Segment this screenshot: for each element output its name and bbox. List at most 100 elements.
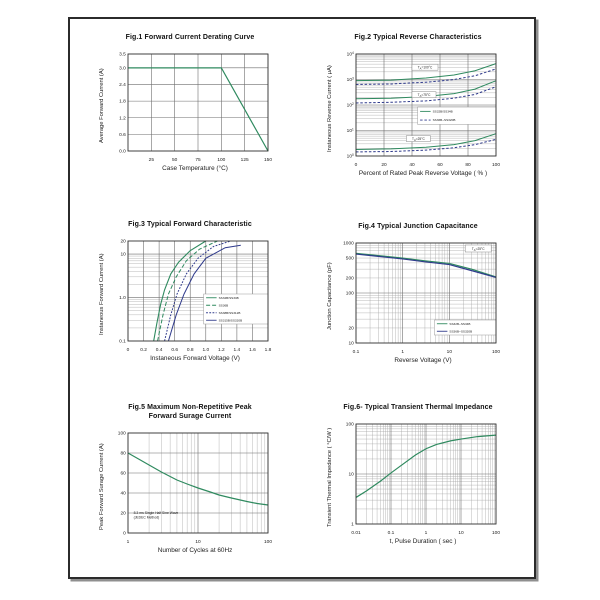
svg-text:0.01: 0.01 — [351, 530, 361, 536]
figure-1-forward-current-derating: Fig.1 Forward Current Derating Curve Ave… — [96, 34, 274, 172]
svg-text:100: 100 — [492, 349, 500, 355]
svg-text:3.0: 3.0 — [119, 65, 126, 71]
figure-3-plot: SS32B/SS34B SS36B SS38B/SS312B SS315B/SS320… — [119, 238, 272, 353]
svg-text:100: 100 — [347, 153, 354, 160]
svg-text:125: 125 — [241, 157, 249, 163]
svg-text:100: 100 — [492, 162, 500, 168]
figure-5-surge-current: Fig.5 Maximum Non-Repetitive Peak Forwar… — [96, 404, 274, 554]
svg-text:60: 60 — [437, 162, 443, 168]
figure-3-title: Fig.3 Typical Forward Characteristic — [128, 221, 252, 228]
svg-text:1: 1 — [351, 521, 354, 527]
svg-text:0.1: 0.1 — [353, 349, 360, 355]
svg-text:1.2: 1.2 — [218, 347, 225, 353]
figure-6-x-axis-label: t, Pulse Duration ( sec ) — [389, 537, 457, 545]
svg-text:100: 100 — [217, 157, 225, 163]
figure-3-x-axis-label: Instaneous Forward Voltage (V) — [150, 354, 240, 362]
svg-text:0.1: 0.1 — [119, 338, 126, 344]
figure-1-plot: 25 50 75 100 125 150 0.0 0.6 1.2 1.8 2.4 3.0 3.5 — [119, 51, 272, 163]
figure-1-x-axis-label: Case Temperature (°C) — [162, 164, 228, 172]
svg-text:SS32B/SS34B: SS32B/SS34B — [433, 109, 453, 113]
figure-2-plot: TA=100°C TA=75°C TA=25°C SS32B/SS34B SS36B~S… — [347, 51, 501, 168]
svg-text:1: 1 — [401, 349, 404, 355]
figure-2-reverse-characteristics: Fig.2 Typical Reverse Characteristics In… — [324, 34, 502, 177]
svg-text:1: 1 — [127, 538, 130, 544]
figure-6-thermal-impedance: Fig.6- Typical Transient Thermal Impedan… — [324, 404, 502, 545]
svg-text:0.6: 0.6 — [171, 347, 178, 353]
svg-text:0: 0 — [355, 162, 358, 168]
svg-text:20: 20 — [120, 510, 126, 516]
svg-text:0.8: 0.8 — [187, 347, 194, 353]
svg-text:60: 60 — [120, 470, 126, 476]
svg-text:1.0: 1.0 — [202, 347, 209, 353]
svg-text:SS315B/SS320B: SS315B/SS320B — [219, 318, 243, 322]
svg-text:SS32B/SS34B: SS32B/SS34B — [219, 296, 239, 300]
figure-2-y-axis-label: Instaneous Reverse Current ( μA) — [327, 64, 333, 152]
figure-5-plot: 8.3 ms Single Half Sine Wave(JEDEC Metho… — [118, 430, 273, 544]
svg-text:103: 103 — [347, 76, 354, 83]
svg-text:100: 100 — [118, 430, 126, 436]
svg-text:75: 75 — [195, 157, 201, 163]
svg-text:1.6: 1.6 — [249, 347, 256, 353]
svg-text:SS36B: SS36B — [219, 303, 229, 307]
svg-text:TA=25°C: TA=25°C — [472, 247, 485, 252]
figure-4-junction-capacitance: Fig.4 Typical Junction Capacitance Junct… — [324, 223, 502, 364]
figure-3-forward-characteristic: Fig.3 Typical Forward Characteristic Ins… — [96, 221, 274, 362]
svg-text:1.0: 1.0 — [119, 295, 126, 301]
svg-text:10: 10 — [348, 471, 354, 477]
svg-text:100: 100 — [346, 421, 354, 427]
svg-text:40: 40 — [409, 162, 415, 168]
figure-6-title: Fig.6- Typical Transient Thermal Impedan… — [343, 404, 493, 411]
svg-text:SS36B~SS320B: SS36B~SS320B — [433, 118, 456, 122]
svg-text:80: 80 — [120, 450, 126, 456]
figure-4-plot: TA=25°C SS32B~SS34B SS36B~SS320B 0.1 1 10 100 1… — [343, 240, 500, 355]
figure-5-title: Fig.5 Maximum Non-Repetitive Peak Forwar… — [128, 404, 252, 420]
svg-text:1.8: 1.8 — [119, 98, 126, 104]
svg-text:25: 25 — [149, 157, 155, 163]
svg-text:100: 100 — [492, 530, 500, 536]
figure-2-x-axis-label: Percent of Rated Peak Reverse Voltage ( … — [358, 169, 488, 177]
figure-6-y-axis-label: Transient Thermal Impedance ( °C/W ) — [327, 427, 333, 527]
svg-text:1: 1 — [425, 530, 428, 536]
svg-text:102: 102 — [347, 102, 354, 109]
svg-text:0.4: 0.4 — [156, 347, 163, 353]
svg-text:TA=100°C: TA=100°C — [418, 65, 433, 70]
svg-text:104: 104 — [347, 51, 354, 58]
svg-text:TA=75°C: TA=75°C — [418, 93, 431, 98]
svg-text:100: 100 — [264, 538, 272, 544]
svg-text:40: 40 — [120, 490, 126, 496]
svg-text:100: 100 — [346, 290, 354, 296]
svg-text:3.5: 3.5 — [119, 51, 126, 57]
figure-2-title: Fig.2 Typical Reverse Characteristics — [354, 34, 482, 41]
svg-text:2.4: 2.4 — [119, 82, 126, 88]
svg-text:20: 20 — [381, 162, 387, 168]
svg-text:(JEDEC Method): (JEDEC Method) — [134, 515, 160, 519]
svg-text:SS38B/SS312B: SS38B/SS312B — [219, 311, 241, 315]
svg-text:0.6: 0.6 — [119, 132, 126, 138]
svg-text:0.0: 0.0 — [119, 148, 126, 154]
svg-text:1000: 1000 — [343, 240, 354, 246]
svg-text:10: 10 — [458, 530, 464, 536]
figure-5-x-axis-label: Number of Cycles at 60Hz — [157, 546, 233, 554]
svg-text:10: 10 — [348, 340, 354, 346]
svg-text:10: 10 — [447, 349, 453, 355]
svg-text:80: 80 — [465, 162, 471, 168]
svg-text:0: 0 — [127, 347, 130, 353]
svg-text:10: 10 — [120, 251, 126, 257]
svg-text:200: 200 — [346, 275, 354, 281]
figure-1-title: Fig.1 Forward Current Derating Curve — [125, 34, 255, 41]
svg-text:150: 150 — [264, 157, 272, 163]
svg-text:8.3 ms Single Half Sine Wave: 8.3 ms Single Half Sine Wave — [134, 511, 179, 515]
svg-text:TA=25°C: TA=25°C — [412, 137, 425, 142]
svg-text:1.2: 1.2 — [119, 115, 126, 121]
svg-text:20: 20 — [120, 238, 126, 244]
svg-text:10: 10 — [195, 538, 201, 544]
figure-4-title: Fig.4 Typical Junction Capacitance — [358, 223, 478, 230]
svg-text:101: 101 — [347, 127, 354, 134]
svg-text:SS36B~SS320B: SS36B~SS320B — [449, 329, 472, 333]
figure-4-y-axis-label: Junction Capacitance (pF) — [327, 262, 333, 331]
svg-text:500: 500 — [346, 255, 354, 261]
svg-text:20: 20 — [348, 325, 354, 331]
figure-4-x-axis-label: Reverse Voltage (V) — [394, 356, 452, 364]
svg-text:1.8: 1.8 — [265, 347, 272, 353]
